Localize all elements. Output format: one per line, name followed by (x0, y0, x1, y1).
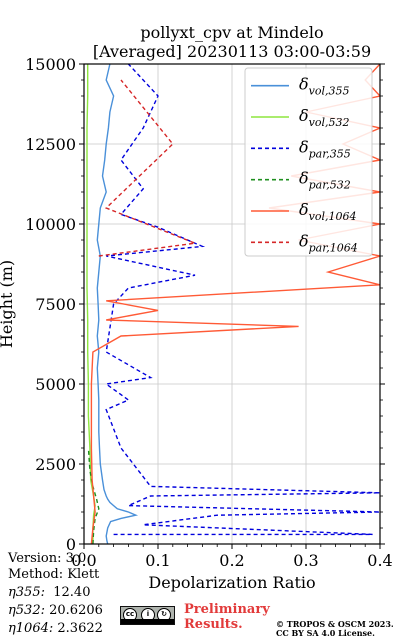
x-tick-label: 0.3 (293, 551, 318, 570)
eta1064-label: η1064: (8, 621, 54, 636)
legend-subscript: par,532 (309, 179, 351, 192)
preliminary-notice: Preliminary Results. (184, 602, 270, 632)
legend-symbol: δ (299, 169, 309, 188)
legend-symbol: δ (299, 75, 309, 94)
copyright-line2: CC BY SA 4.0 License. (276, 628, 375, 638)
eta355-label: η355: (8, 585, 45, 600)
legend-label-2: δpar,355 (299, 137, 351, 160)
legend-label-1: δvol,532 (299, 106, 350, 129)
legend-symbol: δ (299, 200, 309, 219)
legend-label-5: δpar,1064 (299, 231, 358, 254)
copyright-line1: © TROPOS & OSCM 2023. (276, 619, 394, 629)
y-tick-label: 10000 (25, 215, 76, 234)
x-tick-label: 0.1 (145, 551, 170, 570)
y-tick-label: 12500 (25, 135, 76, 154)
copyright-notice: © TROPOS & OSCM 2023. CC BY SA 4.0 Licen… (276, 620, 394, 638)
legend-subscript: vol,355 (309, 85, 350, 98)
y-axis-label: Height (m) (0, 260, 16, 348)
legend-label-3: δpar,532 (299, 169, 351, 192)
y-tick-label: 15000 (25, 55, 76, 74)
legend-box (244, 67, 373, 257)
chart-title: pollyxt_cpv at Mindelo (140, 23, 323, 42)
y-tick-label: 2500 (35, 455, 76, 474)
version-text: Version: 3.0 (8, 551, 87, 566)
legend-label-0: δvol,355 (299, 75, 350, 98)
eta532-text: η532: 20.6206 (8, 602, 103, 619)
series-line-5 (98, 79, 198, 257)
cc-license-badge: cc i ↻ (120, 606, 175, 625)
legend-symbol: δ (299, 231, 309, 250)
eta355-value: 12.40 (53, 585, 91, 600)
x-tick-label: 0.2 (219, 551, 244, 570)
preliminary-line2: Results. (184, 617, 243, 632)
axis-ticks: 0.0 0.1 0.2 0.3 0.4 0 2500 5000 7500 10000 12500 15… (25, 55, 393, 570)
cc-badge-bar (121, 619, 174, 624)
y-tick-label: 7500 (35, 295, 76, 314)
legend-symbol: δ (299, 137, 309, 156)
y-tick-label: 5000 (35, 375, 76, 394)
series-line-3 (87, 447, 100, 544)
series-line-0 (96, 64, 139, 544)
legend-subscript: vol,1064 (309, 210, 357, 223)
eta355-text: η355: 12.40 (8, 584, 90, 601)
legend-subscript: par,1064 (309, 241, 358, 254)
legend-subscript: vol,532 (309, 116, 350, 129)
legend-label-4: δvol,1064 (299, 200, 357, 223)
chart-subtitle: [Averaged] 20230113 03:00-03:59 (93, 42, 371, 61)
depolarization-chart: pollyxt_cpv at Mindelo [Averaged] 202301… (0, 23, 393, 592)
legend-subscript: par,355 (309, 147, 351, 160)
legend: δvol,355δvol,532δpar,355δpar,532δvol,106… (244, 67, 373, 257)
eta532-value: 20.6206 (49, 603, 103, 618)
preliminary-line1: Preliminary (184, 602, 270, 617)
eta1064-text: η1064: 2.3622 (8, 620, 103, 637)
eta532-label: η532: (8, 603, 45, 618)
x-axis-label: Depolarization Ratio (148, 573, 315, 592)
y-tick-label: 0 (66, 535, 76, 554)
x-tick-label: 0.0 (71, 551, 96, 570)
x-tick-label: 0.4 (367, 551, 392, 570)
eta1064-value: 2.3622 (57, 621, 103, 636)
legend-symbol: δ (299, 106, 309, 125)
method-text: Method: Klett (8, 567, 100, 582)
series-line-2 (104, 64, 380, 536)
